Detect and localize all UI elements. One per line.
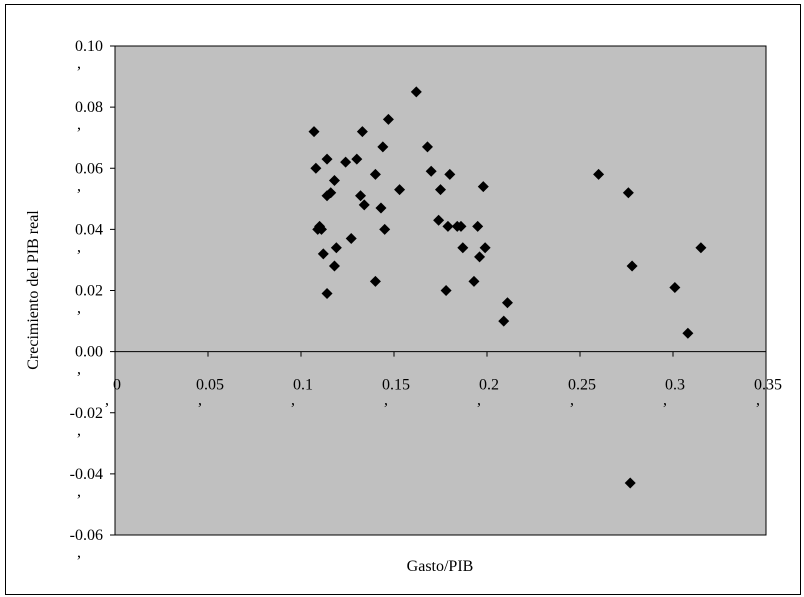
- y-tick-label: -0.06: [70, 527, 103, 544]
- data-point: [421, 141, 433, 153]
- data-point: [440, 285, 452, 296]
- data-point: [379, 223, 391, 235]
- y-tick-label: -0.02: [70, 405, 103, 422]
- y-tick-suffix: ,: [77, 55, 81, 72]
- data-point: [330, 242, 342, 254]
- y-tick-suffix: ,: [77, 361, 81, 378]
- data-point: [695, 242, 707, 254]
- x-tick-label: 0.25: [568, 377, 596, 394]
- x-axis: 0,0.05,0.1,0.15,0.2,0.25,0.3,0.35,: [105, 351, 782, 409]
- y-tick-suffix: ,: [77, 116, 81, 133]
- data-point: [457, 242, 469, 254]
- y-tick-label: 0.04: [75, 221, 103, 238]
- data-point: [477, 181, 489, 193]
- data-point: [340, 156, 352, 168]
- x-tick-suffix: ,: [291, 392, 295, 409]
- data-point: [468, 275, 480, 287]
- x-tick-label: 0.1: [293, 377, 313, 394]
- x-tick-label: 0.2: [479, 377, 499, 394]
- data-point: [328, 174, 340, 186]
- data-point: [455, 220, 467, 232]
- data-point: [479, 242, 491, 254]
- x-tick-suffix: ,: [663, 392, 667, 409]
- data-point: [308, 126, 320, 138]
- data-point: [317, 248, 329, 260]
- x-tick-suffix: ,: [477, 392, 481, 409]
- plot-area: [114, 45, 767, 536]
- y-tick-label: 0.02: [75, 283, 103, 300]
- data-point: [328, 260, 340, 272]
- x-tick-suffix: ,: [198, 392, 202, 409]
- data-point: [682, 327, 694, 339]
- data-point: [377, 141, 389, 153]
- y-axis-title: Crecimiento del PIB real: [25, 210, 42, 370]
- y-tick-suffix: ,: [77, 177, 81, 194]
- data-point: [321, 288, 333, 300]
- data-point: [501, 297, 513, 309]
- data-point: [435, 184, 446, 196]
- data-point: [626, 260, 638, 272]
- x-axis-title: Gasto/PIB: [407, 558, 474, 575]
- data-point: [310, 162, 322, 174]
- data-point: [624, 477, 636, 489]
- y-tick-label: 0.10: [75, 38, 103, 55]
- data-point: [444, 168, 456, 180]
- x-tick-suffix: ,: [570, 392, 574, 409]
- y-tick-label: -0.04: [70, 466, 103, 483]
- y-tick-label: 0.00: [75, 344, 103, 361]
- x-tick-label: 0.35: [754, 377, 782, 394]
- x-tick-suffix: ,: [105, 392, 109, 409]
- data-point: [315, 223, 327, 235]
- y-axis: 0.10,0.08,0.06,0.04,0.02,0.00,-0.02,-0.0…: [70, 38, 116, 561]
- data-point: [622, 187, 634, 199]
- data-point: [355, 190, 367, 202]
- y-tick-suffix: ,: [77, 483, 81, 500]
- data-point: [433, 214, 445, 226]
- data-point: [369, 275, 381, 287]
- y-tick-label: 0.06: [75, 160, 103, 177]
- data-point: [593, 168, 605, 180]
- data-point: [356, 126, 368, 138]
- x-tick-suffix: ,: [756, 392, 760, 409]
- data-point: [382, 113, 394, 125]
- x-tick-label: 0: [113, 377, 121, 394]
- data-point: [375, 202, 387, 214]
- x-tick-label: 0.3: [665, 377, 685, 394]
- data-points: [308, 86, 707, 489]
- x-tick-label: 0.05: [196, 377, 224, 394]
- data-point: [472, 220, 484, 232]
- y-tick-suffix: ,: [77, 422, 81, 439]
- y-tick-suffix: ,: [77, 238, 81, 255]
- data-point: [369, 168, 381, 180]
- data-point: [425, 165, 437, 177]
- data-point: [498, 315, 510, 327]
- x-tick-suffix: ,: [384, 392, 388, 409]
- y-tick-label: 0.08: [75, 99, 103, 116]
- data-point: [394, 184, 406, 196]
- data-point: [325, 187, 337, 199]
- data-point: [410, 86, 422, 98]
- data-point: [358, 199, 370, 211]
- y-tick-suffix: ,: [77, 300, 81, 317]
- data-point: [345, 233, 357, 245]
- x-tick-label: 0.15: [382, 377, 410, 394]
- data-point: [351, 153, 363, 165]
- data-point: [442, 220, 454, 232]
- data-point: [474, 251, 486, 263]
- y-tick-suffix: ,: [77, 544, 81, 561]
- data-point: [669, 281, 681, 293]
- data-point: [321, 153, 333, 165]
